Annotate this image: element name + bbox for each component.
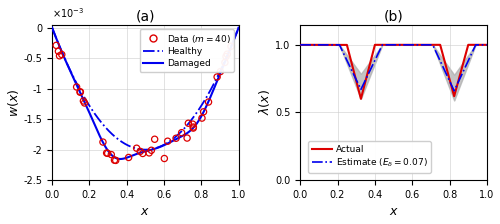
Data ($m = 40$) — [80, 101, 88, 105]
Data ($m = 40$) — [145, 151, 153, 155]
Title: (a): (a) — [136, 9, 155, 23]
Data ($m = 40$) — [136, 150, 144, 153]
Actual — [444, 69, 450, 72]
Actual — [388, 43, 394, 46]
Estimate ($E_\delta = 0.07$) — [297, 43, 303, 46]
Line: Damaged: Damaged — [52, 28, 238, 159]
Data ($m = 40$) — [221, 61, 229, 64]
Estimate ($E_\delta = 0.07$) — [451, 89, 457, 92]
Title: (b): (b) — [384, 9, 404, 23]
Data ($m = 40$) — [216, 70, 224, 73]
Damaged — [174, 138, 180, 140]
Data ($m = 40$) — [56, 54, 64, 58]
Healthy — [174, 134, 180, 137]
Actual — [478, 43, 484, 46]
Estimate ($E_\delta = 0.07$) — [388, 43, 394, 46]
Damaged — [160, 145, 166, 147]
Estimate ($E_\delta = 0.07$) — [478, 43, 484, 46]
Data ($m = 40$) — [99, 140, 107, 144]
Data ($m = 40$) — [58, 53, 66, 56]
Data ($m = 40$) — [108, 153, 116, 156]
Damaged — [97, 135, 103, 138]
Data ($m = 40$) — [124, 156, 132, 159]
Data ($m = 40$) — [164, 139, 172, 143]
Data ($m = 40$) — [52, 44, 60, 47]
Healthy — [190, 117, 196, 119]
Data ($m = 40$) — [188, 122, 196, 126]
Data ($m = 40$) — [204, 100, 212, 104]
Data ($m = 40$) — [72, 85, 80, 89]
Actual — [307, 43, 313, 46]
Estimate ($E_\delta = 0.07$) — [484, 43, 490, 46]
Healthy — [160, 144, 166, 147]
Actual — [383, 43, 389, 46]
Data ($m = 40$) — [110, 158, 118, 162]
Data ($m = 40$) — [178, 131, 186, 134]
Healthy — [82, 97, 88, 100]
Damaged — [236, 26, 242, 29]
Healthy — [97, 119, 103, 122]
Y-axis label: $\lambda(x)$: $\lambda(x)$ — [258, 89, 272, 115]
Y-axis label: $w(x)$: $w(x)$ — [6, 88, 20, 116]
Text: $\times 10^{-3}$: $\times 10^{-3}$ — [52, 6, 84, 20]
Estimate ($E_\delta = 0.07$) — [478, 43, 484, 46]
Damaged — [49, 26, 55, 29]
Data ($m = 40$) — [223, 52, 231, 56]
Damaged — [82, 102, 88, 104]
Data ($m = 40$) — [112, 159, 120, 162]
Data ($m = 40$) — [76, 90, 84, 94]
Data ($m = 40$) — [102, 151, 110, 155]
Data ($m = 40$) — [200, 110, 207, 114]
Line: Actual: Actual — [300, 45, 487, 99]
Healthy — [142, 148, 148, 151]
Data ($m = 40$) — [148, 149, 156, 152]
Actual — [358, 97, 364, 100]
Actual — [484, 43, 490, 46]
Line: Estimate ($E_\delta = 0.07$): Estimate ($E_\delta = 0.07$) — [300, 45, 487, 91]
Damaged — [190, 127, 196, 130]
Data ($m = 40$) — [132, 146, 140, 150]
Data ($m = 40$) — [183, 136, 191, 140]
Data ($m = 40$) — [80, 99, 88, 103]
Legend: Data ($m = 40$), Healthy, Damaged: Data ($m = 40$), Healthy, Damaged — [140, 29, 234, 72]
Data ($m = 40$) — [190, 126, 198, 130]
Healthy — [49, 26, 55, 29]
Healthy — [134, 147, 140, 150]
Data ($m = 40$) — [213, 75, 221, 79]
X-axis label: $x$: $x$ — [140, 205, 150, 218]
Damaged — [134, 153, 140, 155]
Data ($m = 40$) — [160, 157, 168, 160]
Data ($m = 40$) — [104, 152, 112, 155]
Data ($m = 40$) — [184, 121, 192, 125]
Data ($m = 40$) — [198, 116, 206, 120]
Estimate ($E_\delta = 0.07$) — [444, 74, 450, 77]
Data ($m = 40$) — [172, 136, 180, 140]
Data ($m = 40$) — [150, 138, 158, 141]
Data ($m = 40$) — [222, 55, 230, 58]
Line: Healthy: Healthy — [52, 28, 238, 150]
Actual — [478, 43, 484, 46]
Data ($m = 40$) — [227, 45, 235, 48]
X-axis label: $x$: $x$ — [388, 205, 398, 218]
Data ($m = 40$) — [54, 50, 62, 53]
Actual — [297, 43, 303, 46]
Damaged — [118, 158, 124, 160]
Legend: Actual, Estimate ($E_\delta = 0.07$): Actual, Estimate ($E_\delta = 0.07$) — [308, 141, 431, 172]
Data ($m = 40$) — [76, 90, 84, 94]
Data ($m = 40$) — [138, 152, 146, 155]
Estimate ($E_\delta = 0.07$) — [383, 43, 389, 46]
Estimate ($E_\delta = 0.07$) — [307, 43, 313, 46]
Data ($m = 40$) — [190, 125, 198, 129]
Healthy — [236, 26, 242, 29]
